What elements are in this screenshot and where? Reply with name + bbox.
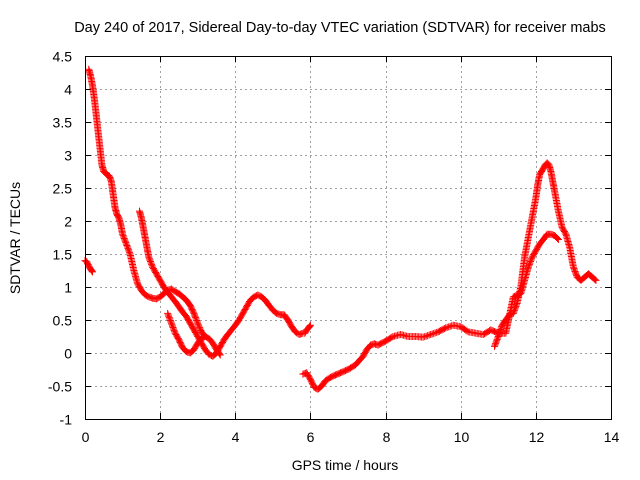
x-tick-label: 0 <box>82 429 90 445</box>
data-point <box>421 333 429 341</box>
y-tick-label: 2 <box>64 214 72 230</box>
data-point <box>306 321 314 329</box>
data-point <box>513 301 521 309</box>
x-tick-label: 2 <box>157 429 165 445</box>
data-point <box>195 322 203 330</box>
data-point <box>554 235 562 243</box>
y-tick-label: 1.5 <box>53 247 73 263</box>
data-point <box>194 319 202 327</box>
data-point <box>306 322 314 330</box>
grid <box>85 56 611 419</box>
y-tick-label: 4 <box>64 82 72 98</box>
data-point <box>424 332 432 340</box>
data-point <box>592 276 600 284</box>
data-point <box>193 318 201 326</box>
data-point <box>445 323 453 331</box>
data-point <box>87 266 95 274</box>
y-tick-label: 4.5 <box>53 49 73 65</box>
y-tick-label: 0.5 <box>53 313 73 329</box>
data-point <box>422 332 430 340</box>
data-point <box>305 323 313 331</box>
data-point <box>425 331 433 339</box>
data-point <box>88 267 96 275</box>
x-tick-label: 8 <box>383 429 391 445</box>
x-tick-label: 10 <box>454 429 470 445</box>
tick-labels: 0 2 4 6 8 10 12 14 -1 -0.5 0 0.5 1 1.5 2 2.5 3 3.5 4 4.5 <box>48 49 620 446</box>
y-tick-label: 2.5 <box>53 181 73 197</box>
data-point <box>431 329 439 337</box>
data-point <box>126 249 134 257</box>
data-point <box>216 350 224 358</box>
y-tick-label: 3.5 <box>53 115 73 131</box>
data-point <box>419 333 427 341</box>
y-tick-label: -1 <box>60 412 73 428</box>
y-tick-label: 1 <box>64 280 72 296</box>
series-arc-4 <box>301 321 314 337</box>
data-point <box>196 325 204 333</box>
data-point <box>427 331 435 339</box>
series-arc-3 <box>164 309 224 359</box>
data-point <box>591 276 599 284</box>
x-axis-title: GPS time / hours <box>292 457 399 473</box>
data-point <box>89 268 97 276</box>
data-point <box>428 330 436 338</box>
x-tick-label: 4 <box>232 429 240 445</box>
series-arc-6 <box>491 159 600 350</box>
y-axis-title: SDTVAR / TECUs <box>7 182 23 294</box>
series-arc-2 <box>135 207 307 360</box>
data-point <box>194 321 202 329</box>
data-point <box>553 234 561 242</box>
data-points <box>81 65 600 393</box>
y-tick-label: 0 <box>64 346 72 362</box>
y-tick-label: -0.5 <box>48 379 72 395</box>
y-tick-label: 3 <box>64 148 72 164</box>
x-tick-label: 12 <box>529 429 545 445</box>
series-arc-1 <box>85 65 209 340</box>
axis-ticks <box>85 56 612 420</box>
plot-frame <box>85 56 612 420</box>
x-tick-label: 14 <box>604 429 620 445</box>
data-point <box>216 351 224 359</box>
chart-title: Day 240 of 2017, Sidereal Day-to-day VTE… <box>74 20 606 36</box>
data-point <box>443 323 451 331</box>
data-point <box>196 324 204 332</box>
series-arc-early <box>81 257 97 276</box>
data-point <box>442 324 450 332</box>
data-point <box>430 329 438 337</box>
series-arc-5 <box>299 230 562 393</box>
data-point <box>446 322 454 330</box>
x-tick-label: 6 <box>307 429 315 445</box>
